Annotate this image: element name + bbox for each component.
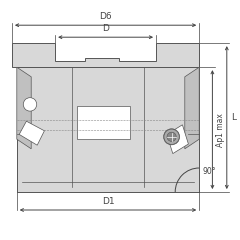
Polygon shape <box>12 43 199 67</box>
Text: D6: D6 <box>99 12 112 21</box>
Text: D: D <box>102 24 109 33</box>
Text: Ap1 max: Ap1 max <box>216 113 225 147</box>
Text: D1: D1 <box>102 197 114 206</box>
Polygon shape <box>17 67 199 192</box>
Polygon shape <box>17 67 31 149</box>
Polygon shape <box>167 125 188 154</box>
Polygon shape <box>185 67 199 149</box>
Bar <box>77 106 130 139</box>
Text: L: L <box>231 113 236 122</box>
Circle shape <box>167 132 176 141</box>
Polygon shape <box>19 121 44 145</box>
Circle shape <box>164 129 179 144</box>
Circle shape <box>23 98 37 111</box>
Text: 90°: 90° <box>203 168 216 176</box>
